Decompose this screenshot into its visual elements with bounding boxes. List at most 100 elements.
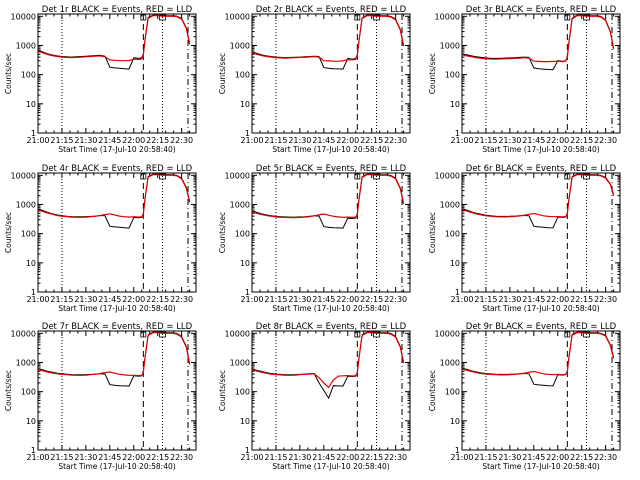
x-axis-title: Start Time (17-Jul-10 20:58:40) — [272, 304, 389, 313]
series-events — [251, 331, 405, 400]
panel-title: Det 9r BLACK = Events, RED = LLD — [466, 322, 617, 332]
plot-frame — [37, 330, 197, 451]
x-tick-label: 21:00 — [450, 453, 473, 462]
x-tick-label: 21:30 — [288, 136, 311, 145]
y-tick-label: 1 — [455, 288, 460, 297]
panel-det-5: Det 5r BLACK = Events, RED = LLD 1 10 100 10… — [218, 164, 411, 313]
top-marker — [373, 14, 380, 21]
x-tick-label: 22:00 — [546, 453, 569, 462]
top-marker — [140, 331, 147, 338]
y-axis-title: Counts/sec — [428, 370, 437, 411]
x-tick-label: 22:15 — [146, 136, 169, 145]
y-axis-title: Counts/sec — [218, 370, 227, 411]
y-tick-label: 10 — [26, 100, 36, 109]
y-tick-label: 1000 — [230, 41, 250, 50]
x-tick-label: 21:45 — [312, 453, 335, 462]
x-tick-label: 21:00 — [240, 295, 263, 304]
x-tick-label: 21:00 — [26, 295, 49, 304]
panel-det-1: Det 1r BLACK = Events, RED = LLD 1 10 100 10… — [4, 5, 197, 154]
series-events — [461, 173, 615, 229]
y-tick-label: 1 — [245, 288, 250, 297]
y-tick-label: 1000 — [440, 358, 460, 367]
y-tick-label: 10000 — [435, 12, 460, 21]
series-events — [251, 173, 405, 229]
y-tick-label: 10 — [450, 259, 460, 268]
x-tick-label: 22:30 — [594, 453, 617, 462]
x-tick-label: 21:15 — [50, 295, 73, 304]
series-events — [461, 331, 615, 387]
y-tick-label: 1000 — [16, 41, 36, 50]
plot-frame — [251, 172, 411, 293]
y-tick-label: 10 — [450, 417, 460, 426]
y-tick-label: 1000 — [230, 358, 250, 367]
x-tick-label: 21:15 — [474, 136, 497, 145]
x-tick-label: 21:30 — [74, 295, 97, 304]
top-marker — [159, 173, 166, 180]
panel-det-6: Det 6r BLACK = Events, RED = LLD 1 10 100 10… — [428, 164, 621, 313]
x-axis-title: Start Time (17-Jul-10 20:58:40) — [272, 145, 389, 154]
plot-frame — [461, 172, 621, 293]
x-tick-label: 22:15 — [360, 136, 383, 145]
y-tick-label: 1 — [31, 446, 36, 455]
top-marker — [354, 14, 361, 21]
x-tick-label: 22:00 — [122, 453, 145, 462]
x-tick-label: 21:00 — [450, 136, 473, 145]
y-tick-label: 100 — [235, 388, 250, 397]
y-tick-label: 1 — [245, 446, 250, 455]
series-events — [37, 14, 191, 70]
panel-det-7: Det 7r BLACK = Events, RED = LLD 1 10 100 10… — [4, 322, 197, 471]
panel-title: Det 6r BLACK = Events, RED = LLD — [466, 164, 617, 174]
x-tick-label: 22:15 — [570, 295, 593, 304]
x-tick-label: 21:45 — [98, 136, 121, 145]
panel-det-8: Det 8r BLACK = Events, RED = LLD 1 10 100 10… — [218, 322, 411, 471]
y-tick-label: 1000 — [16, 200, 36, 209]
y-axis-title: Counts/sec — [4, 370, 13, 411]
x-tick-label: 21:00 — [26, 453, 49, 462]
y-tick-label: 10 — [240, 100, 250, 109]
y-tick-label: 1 — [31, 129, 36, 138]
y-axis-title: Counts/sec — [218, 53, 227, 94]
x-tick-label: 21:45 — [312, 136, 335, 145]
x-tick-label: 21:00 — [450, 295, 473, 304]
x-tick-label: 22:30 — [384, 295, 407, 304]
plot-frame — [251, 330, 411, 451]
x-tick-label: 22:00 — [546, 295, 569, 304]
y-tick-label: 100 — [445, 230, 460, 239]
y-tick-label: 10000 — [225, 171, 250, 180]
panel-title: Det 8r BLACK = Events, RED = LLD — [256, 322, 407, 332]
x-tick-label: 21:15 — [264, 295, 287, 304]
series-lld — [461, 174, 615, 218]
y-tick-label: 10000 — [435, 329, 460, 338]
x-tick-label: 22:30 — [384, 453, 407, 462]
plot-frame — [251, 13, 411, 134]
x-tick-label: 21:30 — [288, 295, 311, 304]
panel-title: Det 4r BLACK = Events, RED = LLD — [42, 164, 193, 174]
y-tick-label: 10 — [450, 100, 460, 109]
panel-title: Det 3r BLACK = Events, RED = LLD — [466, 5, 617, 15]
x-tick-label: 21:00 — [240, 136, 263, 145]
panel-det-3: Det 3r BLACK = Events, RED = LLD 1 10 100 10… — [428, 5, 621, 154]
x-tick-label: 21:45 — [522, 295, 545, 304]
y-tick-label: 10000 — [225, 12, 250, 21]
x-tick-label: 22:15 — [360, 453, 383, 462]
y-tick-label: 1 — [455, 129, 460, 138]
y-tick-label: 10 — [26, 417, 36, 426]
top-marker — [583, 173, 590, 180]
y-tick-label: 100 — [235, 230, 250, 239]
top-marker — [583, 331, 590, 338]
x-tick-label: 22:15 — [146, 453, 169, 462]
y-tick-label: 10 — [240, 259, 250, 268]
y-tick-label: 10 — [240, 417, 250, 426]
y-tick-label: 10000 — [11, 12, 36, 21]
series-lld — [461, 15, 615, 63]
series-lld — [37, 15, 191, 62]
top-marker — [140, 173, 147, 180]
y-tick-label: 1 — [31, 288, 36, 297]
series-lld — [37, 174, 191, 218]
plot-frame — [37, 13, 197, 134]
x-tick-label: 22:15 — [570, 136, 593, 145]
x-axis-title: Start Time (17-Jul-10 20:58:40) — [58, 304, 175, 313]
x-tick-label: 21:45 — [98, 453, 121, 462]
x-tick-label: 22:00 — [336, 453, 359, 462]
top-marker — [354, 331, 361, 338]
